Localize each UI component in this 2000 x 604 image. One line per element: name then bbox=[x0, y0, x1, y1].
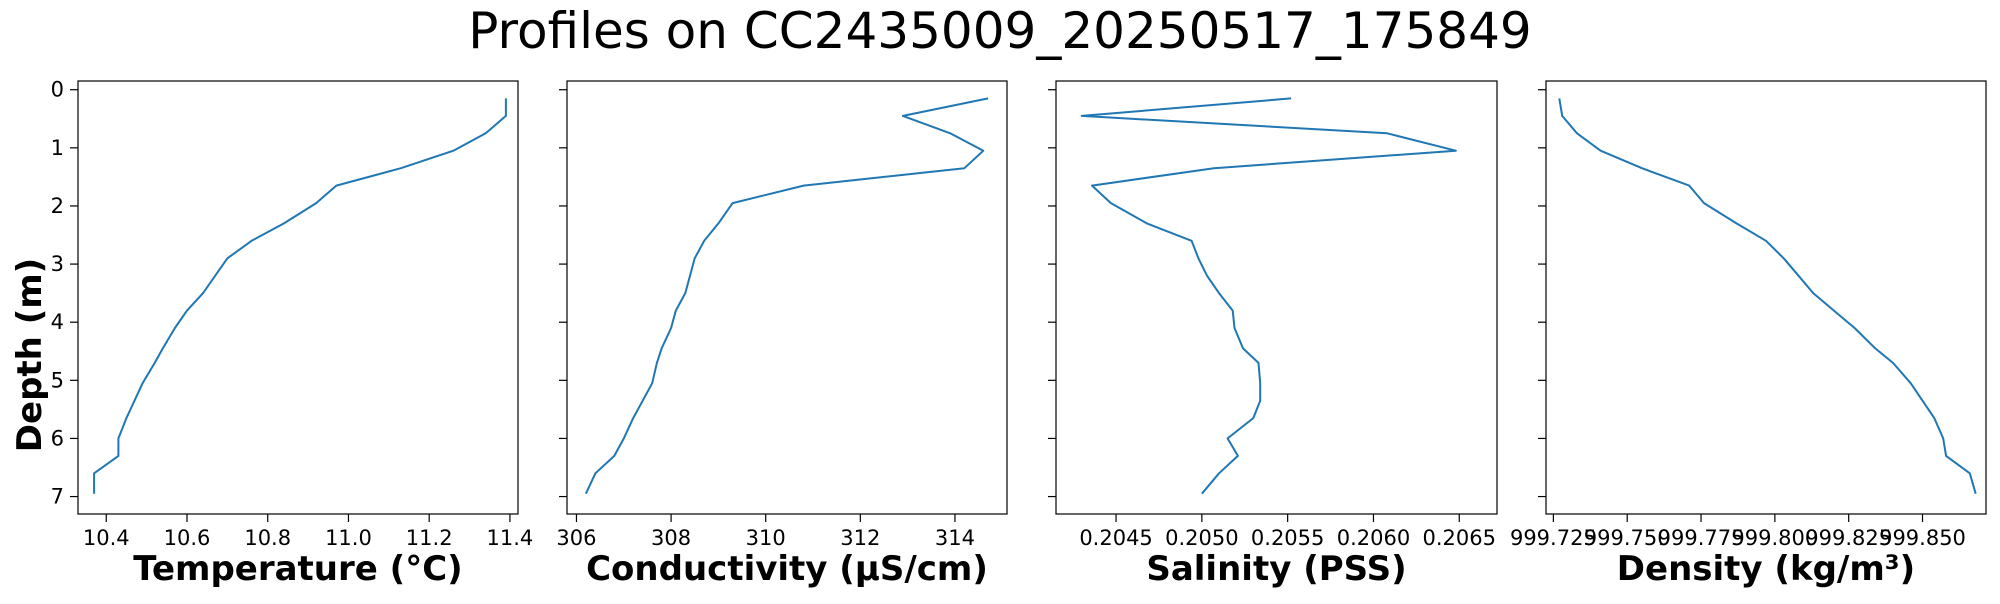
panel-4-frame bbox=[1545, 80, 1987, 515]
x-tick-label: 310 bbox=[746, 526, 786, 550]
y-tick-label: 4 bbox=[51, 310, 64, 334]
profile-line-2 bbox=[584, 97, 989, 495]
panel-2-frame bbox=[566, 80, 1008, 515]
x-axis-label-3: Salinity (PSS) bbox=[1146, 549, 1406, 589]
panel-3: 0.2045 0.2050 0.2055 0.2060 0.2065 Salinity (… bbox=[1048, 80, 1498, 589]
x-tick-label: 999.825 bbox=[1805, 526, 1892, 550]
y-axis-label: Depth (m) bbox=[10, 258, 50, 452]
x-tick-label: 0.2065 bbox=[1423, 526, 1496, 550]
x-tick-label: 999.775 bbox=[1658, 526, 1745, 550]
panel-1: 10.4 10.6 10.8 11.0 11.2 11.4 0 1 2 3 4 5 6 7 Temperat… bbox=[51, 78, 534, 589]
y-tick-label: 2 bbox=[51, 194, 64, 218]
panels-layer: 10.4 10.6 10.8 11.0 11.2 11.4 0 1 2 3 4 5 6 7 Temperat… bbox=[51, 78, 1987, 589]
x-tick-label: 999.800 bbox=[1731, 526, 1818, 550]
x-tick-label: 312 bbox=[840, 526, 880, 550]
panel-4: 999.725999.750999.775999.800999.825999.8… bbox=[1510, 80, 1987, 589]
profile-line-4 bbox=[1558, 98, 1977, 494]
x-axis-label-4: Density (kg/m³) bbox=[1617, 549, 1915, 589]
x-tick-label: 0.2055 bbox=[1251, 526, 1324, 550]
x-axis-label-1: Temperature (°C) bbox=[133, 549, 462, 589]
x-tick-label: 999.750 bbox=[1584, 526, 1671, 550]
y-tick-label: 5 bbox=[51, 368, 64, 392]
x-tick-label: 11.2 bbox=[406, 526, 453, 550]
x-tick-label: 10.4 bbox=[83, 526, 130, 550]
x-tick-label: 10.8 bbox=[244, 526, 291, 550]
panel-1-frame bbox=[77, 80, 519, 515]
x-tick-label: 11.0 bbox=[325, 526, 372, 550]
profile-line-1 bbox=[93, 98, 507, 494]
x-tick-label: 10.6 bbox=[164, 526, 211, 550]
panel-3-frame bbox=[1055, 80, 1498, 515]
x-tick-label: 0.2060 bbox=[1337, 526, 1410, 550]
x-tick-label: 0.2050 bbox=[1165, 526, 1238, 550]
y-tick-label: 3 bbox=[51, 252, 64, 276]
y-tick-label: 0 bbox=[51, 78, 64, 102]
x-tick-label: 999.850 bbox=[1879, 526, 1966, 550]
x-axis-label-2: Conductivity (μS/cm) bbox=[586, 549, 988, 589]
figure-title: Profiles on CC2435009_20250517_175849 bbox=[468, 2, 1531, 60]
profile-line-3 bbox=[1080, 97, 1457, 495]
x-tick-label: 308 bbox=[651, 526, 691, 550]
y-tick-label: 6 bbox=[51, 426, 64, 450]
y-tick-label: 1 bbox=[51, 136, 64, 160]
x-tick-label: 11.4 bbox=[487, 526, 534, 550]
x-tick-label: 0.2045 bbox=[1079, 526, 1152, 550]
x-tick-label: 999.725 bbox=[1510, 526, 1597, 550]
x-tick-label: 314 bbox=[935, 526, 975, 550]
x-tick-label: 306 bbox=[556, 526, 596, 550]
y-tick-label: 7 bbox=[51, 485, 64, 509]
